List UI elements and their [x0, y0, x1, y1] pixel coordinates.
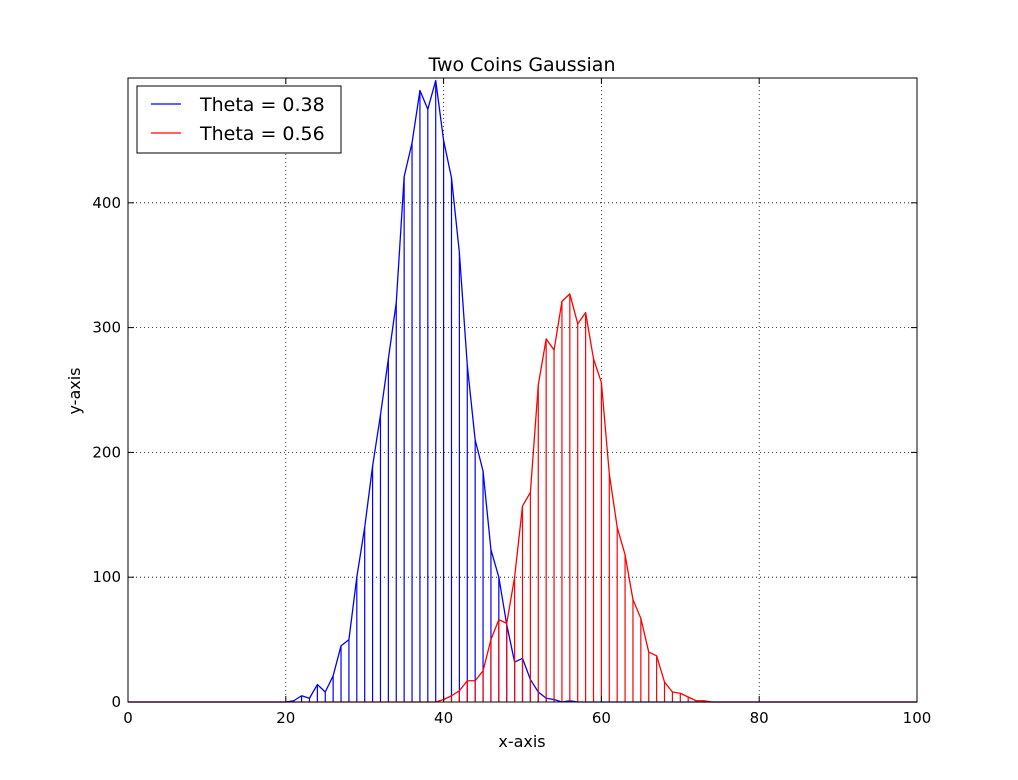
ticks: 0 20 40 60 80 100 0 100 200 300 400 — [92, 78, 931, 727]
chart-title: Two Coins Gaussian — [428, 54, 616, 76]
plot-frame — [127, 77, 918, 703]
legend-box — [136, 85, 342, 154]
y-axis-label: y-axis — [65, 367, 84, 414]
x-tick-label: 80 — [750, 709, 769, 727]
x-tick-label: 40 — [434, 709, 453, 727]
y-tick-label: 300 — [92, 319, 121, 337]
legend-label-theta-056: Theta = 0.56 — [199, 123, 325, 145]
y-tick-label: 100 — [92, 568, 121, 586]
x-axis-label: x-axis — [498, 732, 545, 751]
y-tick-label: 400 — [92, 194, 121, 212]
y-tick-label: 200 — [92, 443, 121, 461]
x-tick-label: 100 — [903, 709, 932, 727]
legend: Theta = 0.38 Theta = 0.56 — [136, 85, 342, 154]
series-layer — [128, 79, 917, 703]
legend-label-theta-038: Theta = 0.38 — [199, 94, 325, 116]
x-tick-label: 20 — [276, 709, 295, 727]
x-tick-label: 60 — [592, 709, 611, 727]
x-tick-label: 0 — [123, 709, 133, 727]
series-1 — [128, 293, 917, 703]
y-tick-label: 0 — [111, 693, 121, 711]
